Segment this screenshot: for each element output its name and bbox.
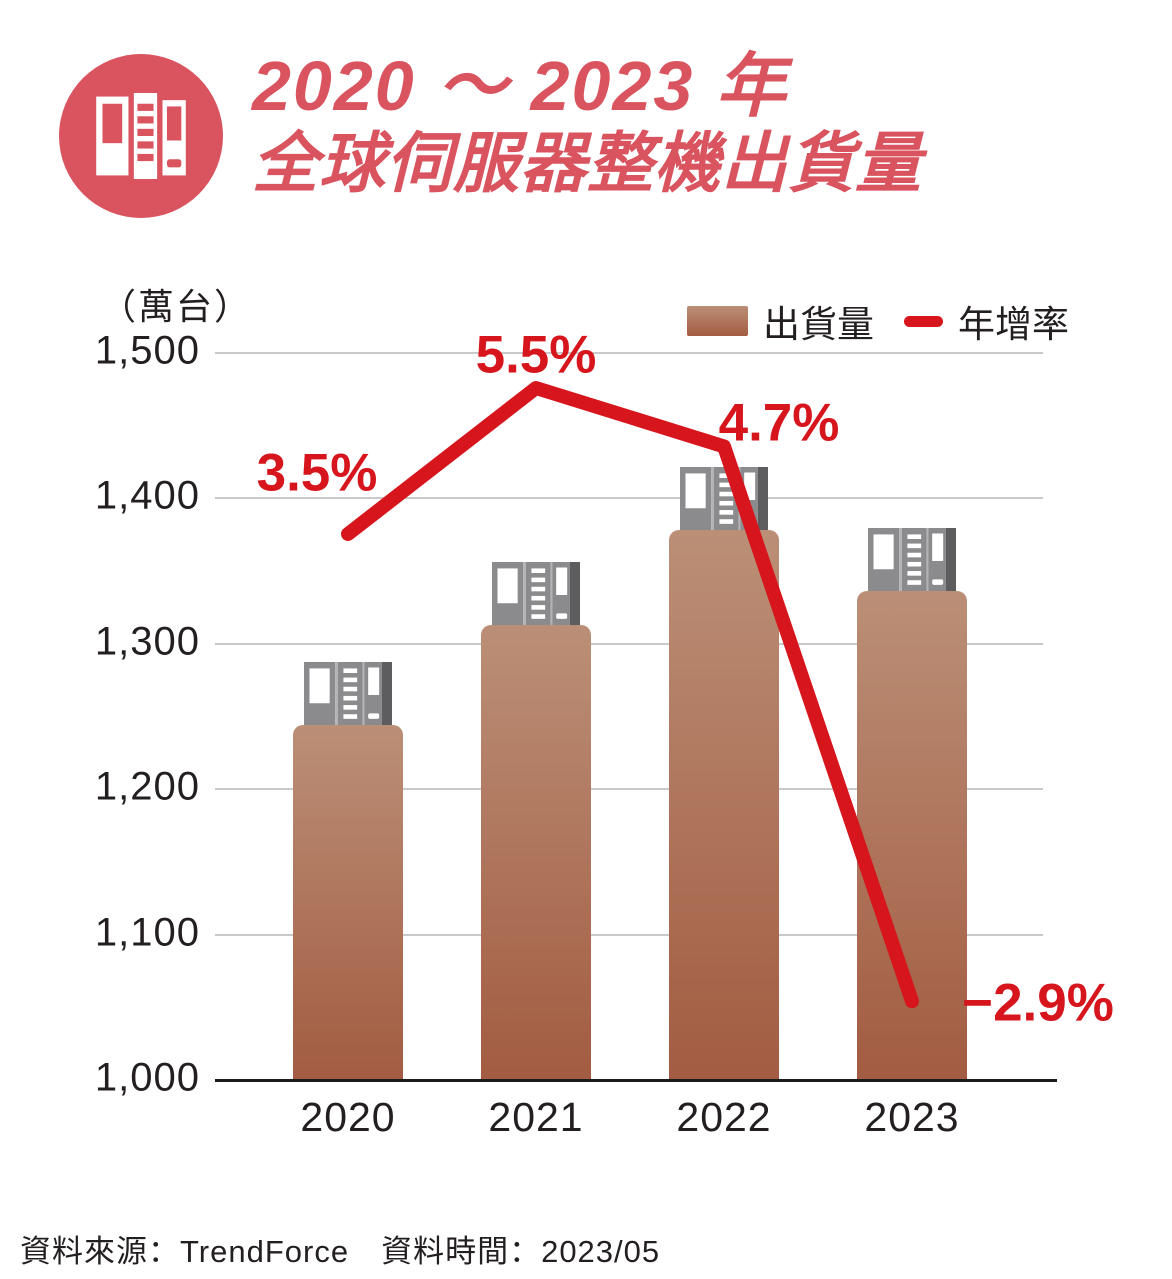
y-tick-label: 1,000	[94, 1055, 200, 1100]
y-tick-label: 1,500	[94, 328, 200, 373]
x-axis-line	[215, 1079, 1057, 1082]
server-rack-icon	[96, 93, 186, 179]
bar-2022	[669, 530, 779, 1080]
legend: 出貨量 年增率	[687, 294, 1069, 348]
growth-label-2021: 5.5%	[475, 325, 597, 385]
server-icon	[489, 561, 583, 628]
page-title-line1: 2020 ～ 2023 年	[252, 47, 788, 125]
server-icon	[301, 662, 395, 729]
page-title: 2020 ～ 2023 年 全球伺服器整機出貨量	[252, 48, 922, 202]
legend-line-label: 年增率	[958, 304, 1069, 345]
bar-2020	[293, 725, 403, 1080]
bar-2021	[481, 624, 591, 1080]
legend-line-swatch	[904, 315, 943, 327]
x-label-2021: 2021	[488, 1094, 584, 1140]
y-tick-label: 1,200	[94, 764, 200, 809]
x-label-2022: 2022	[676, 1094, 772, 1140]
server-icon	[677, 467, 771, 534]
growth-label-2020: 3.5%	[256, 443, 378, 503]
growth-rate-polyline	[341, 381, 919, 1009]
server-badge	[59, 54, 223, 218]
x-label-2023: 2023	[864, 1094, 960, 1140]
y-tick-label: 1,300	[94, 619, 200, 664]
growth-label-2022: 4.7%	[718, 393, 840, 453]
server-icon	[865, 528, 959, 595]
date-label: 資料時間：2023/05	[381, 1234, 661, 1269]
source-label: 資料來源：TrendForce	[20, 1234, 350, 1269]
y-axis-unit-label: （萬台）	[100, 286, 253, 327]
gridline-1,500	[215, 352, 1043, 354]
footer: 資料來源：TrendForce 資料時間：2023/05	[20, 1226, 660, 1271]
y-tick-label: 1,400	[94, 474, 200, 519]
page-title-line2: 全球伺服器整機出貨量	[252, 126, 922, 200]
legend-bar-swatch	[687, 306, 748, 336]
growth-label-2023: −2.9%	[962, 973, 1114, 1033]
y-tick-label: 1,100	[94, 910, 200, 955]
legend-bar-label: 出貨量	[763, 304, 874, 345]
bar-2023	[857, 591, 967, 1080]
x-label-2020: 2020	[300, 1094, 396, 1140]
